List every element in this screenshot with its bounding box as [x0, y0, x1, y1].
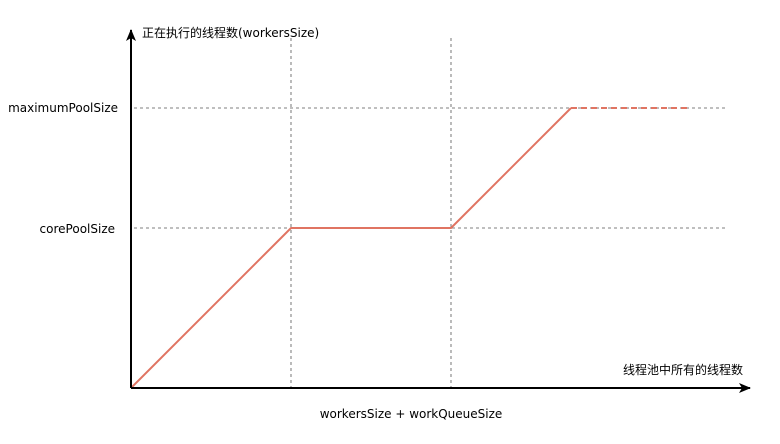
thread-count-curve	[130, 107, 572, 389]
maximum-pool-size-label: maximumPoolSize	[8, 101, 118, 115]
x-axis-caption: workersSize + workQueueSize	[320, 407, 503, 421]
core-pool-size-label: corePoolSize	[40, 222, 115, 236]
y-axis-title: 正在执行的线程数(workersSize)	[142, 25, 319, 40]
x-axis-title: 线程池中所有的线程数	[623, 362, 743, 377]
